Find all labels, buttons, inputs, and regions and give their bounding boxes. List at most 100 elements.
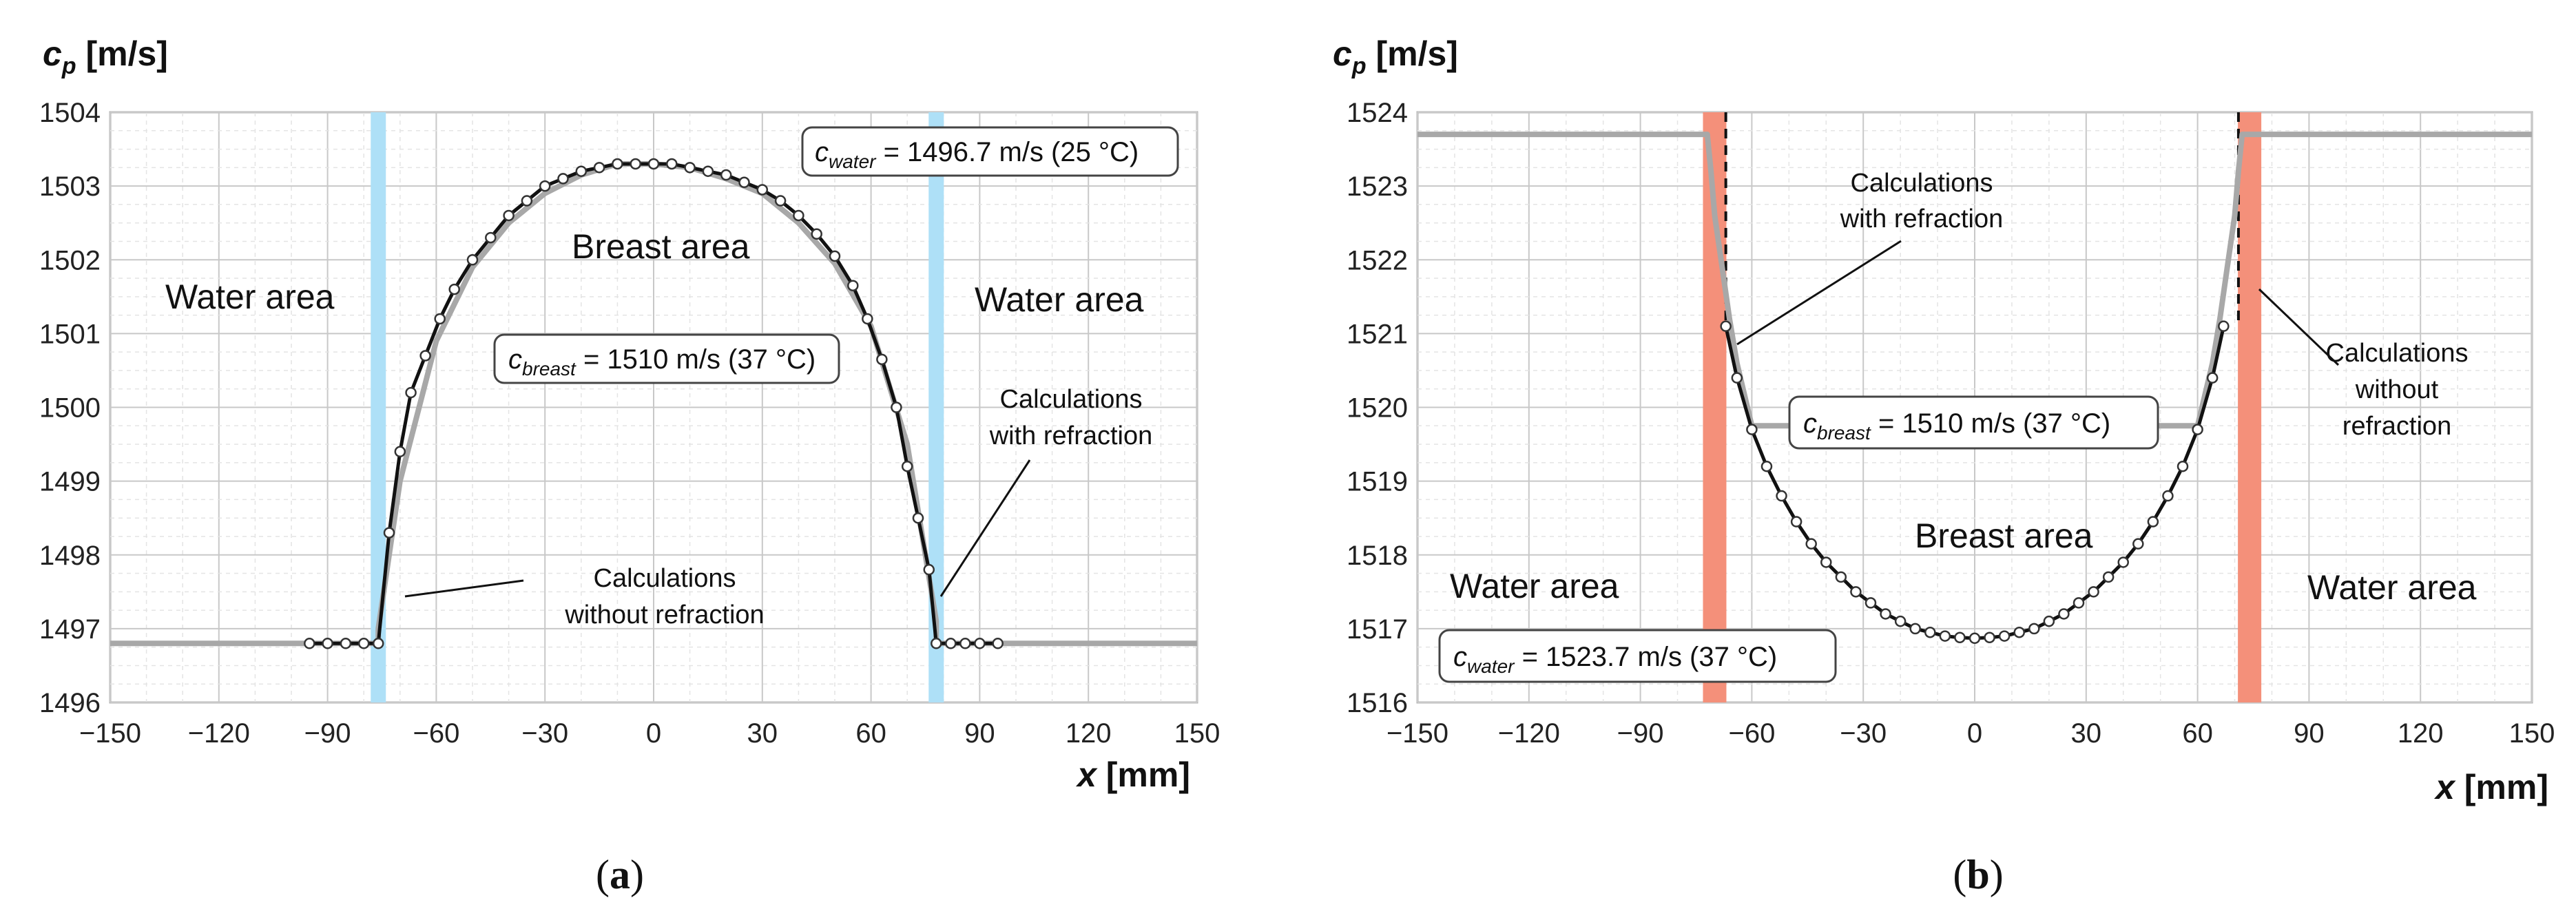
y-tick-label: 1521 xyxy=(1347,319,1408,349)
data-point xyxy=(1939,630,1951,642)
data-point xyxy=(2117,556,2129,568)
y-tick-label: 1498 xyxy=(39,541,101,571)
data-point xyxy=(485,231,497,244)
annotation-with-refraction-a: Calculations with refraction xyxy=(939,385,1152,597)
y-tick-labels-a: 1496 1497 1498 1499 1500 1501 1502 1503 1504 xyxy=(39,98,101,718)
data-point xyxy=(912,512,924,524)
x-tick-label: 60 xyxy=(855,718,886,749)
data-point xyxy=(322,638,333,649)
data-point xyxy=(1835,571,1847,583)
data-point xyxy=(1954,632,1966,643)
x-axis-title-a: x [mm] xyxy=(1075,755,1190,794)
data-point xyxy=(756,184,769,196)
y-axis-title-b: cp [m/s] xyxy=(1333,34,1458,79)
y-tick-label: 1524 xyxy=(1347,98,1408,128)
data-point xyxy=(2206,372,2219,384)
y-tick-label: 1518 xyxy=(1347,541,1408,571)
data-point xyxy=(829,250,841,262)
data-point xyxy=(931,638,942,649)
data-point xyxy=(945,638,957,649)
data-point xyxy=(1820,556,1832,568)
data-point xyxy=(1746,424,1758,435)
c-water-box-b: cwater = 1523.7 m/s (37 °C) xyxy=(1438,629,1837,683)
water-area-right-b: Water area xyxy=(2307,568,2477,607)
data-point xyxy=(304,638,315,649)
data-point xyxy=(1924,626,1936,638)
annotation-with-refraction-b: Calculations with refraction xyxy=(1736,169,2003,346)
x-tick-label: 30 xyxy=(747,718,778,749)
data-point xyxy=(2058,608,2070,620)
data-point xyxy=(1865,597,1877,609)
breast-area-b: Breast area xyxy=(1915,517,2093,555)
water-area-left-a: Water area xyxy=(165,278,335,316)
data-point xyxy=(2073,597,2085,609)
svg-text:Calculations: Calculations xyxy=(594,564,736,593)
data-point xyxy=(876,353,888,366)
boundary-band xyxy=(2238,112,2262,702)
svg-text:without refraction: without refraction xyxy=(564,601,764,629)
data-point xyxy=(793,209,804,222)
x-tick-label: 120 xyxy=(1066,718,1112,749)
boundary-band xyxy=(928,112,944,702)
x-tick-label: −60 xyxy=(1728,718,1775,749)
data-point xyxy=(2013,626,2025,638)
c-breast-box-b: cbreast = 1510 m/s (37 °C) xyxy=(1788,395,2159,450)
data-point xyxy=(2043,615,2055,627)
x-tick-label: −120 xyxy=(1498,718,1560,749)
x-tick-label: 60 xyxy=(2182,718,2213,749)
data-point xyxy=(394,446,406,458)
data-point xyxy=(405,386,417,399)
svg-text:cwater = 1496.7 m/s (25 °C): cwater = 1496.7 m/s (25 °C) xyxy=(815,137,1139,172)
annotation-without-refraction-a: Calculations without refraction xyxy=(404,564,765,629)
data-point xyxy=(1790,516,1803,528)
x-tick-label: 30 xyxy=(2071,718,2102,749)
data-point xyxy=(419,350,431,362)
data-point xyxy=(2102,571,2115,583)
data-point xyxy=(959,638,971,649)
x-tick-label: 90 xyxy=(964,718,995,749)
data-point xyxy=(1984,632,1995,643)
y-tick-label: 1516 xyxy=(1347,688,1408,718)
data-point xyxy=(575,165,588,177)
series-line-with-refraction xyxy=(309,162,998,645)
data-point xyxy=(2147,516,2159,528)
data-point xyxy=(448,283,460,295)
grid-b xyxy=(1417,112,2533,703)
svg-text:refraction: refraction xyxy=(2343,412,2451,441)
data-point xyxy=(1805,538,1817,550)
x-tick-label: 150 xyxy=(1174,718,1221,749)
svg-text:cbreast = 1510 m/s (37 °C): cbreast = 1510 m/s (37 °C) xyxy=(1803,408,2110,444)
data-point xyxy=(1731,372,1743,384)
y-tick-label: 1497 xyxy=(39,614,101,645)
data-point xyxy=(357,638,370,649)
x-tick-label: −30 xyxy=(521,718,568,749)
x-tick-labels-a: −150 −120 −90 −60 −30 0 30 60 90 120 150 xyxy=(79,718,1220,749)
data-point xyxy=(372,638,384,649)
y-tick-label: 1523 xyxy=(1347,171,1408,202)
x-tick-label: −90 xyxy=(304,718,351,749)
svg-text:cbreast = 1510 m/s (37 °C): cbreast = 1510 m/s (37 °C) xyxy=(508,344,816,379)
data-point xyxy=(557,173,569,185)
data-point xyxy=(630,158,641,170)
data-point xyxy=(2218,320,2230,332)
y-tick-label: 1504 xyxy=(39,98,101,128)
y-tick-label: 1496 xyxy=(39,688,101,718)
data-point xyxy=(383,527,395,539)
data-point xyxy=(774,195,787,207)
x-tick-label: 120 xyxy=(2398,718,2444,749)
data-point xyxy=(847,280,859,291)
panel-label-a: (a) xyxy=(596,852,644,897)
svg-text:Calculations: Calculations xyxy=(1000,385,1143,414)
svg-text:Calculations: Calculations xyxy=(1851,169,1993,198)
data-point xyxy=(340,638,352,649)
data-point xyxy=(1850,586,1862,598)
water-area-left-b: Water area xyxy=(1450,567,1619,605)
data-point xyxy=(2162,490,2174,502)
data-point xyxy=(862,313,873,325)
water-area-right-a: Water area xyxy=(975,280,1144,319)
y-tick-label: 1522 xyxy=(1347,245,1408,275)
y-tick-label: 1519 xyxy=(1347,467,1408,497)
y-tick-label: 1517 xyxy=(1347,614,1408,645)
boundary-bands-a xyxy=(371,112,944,702)
